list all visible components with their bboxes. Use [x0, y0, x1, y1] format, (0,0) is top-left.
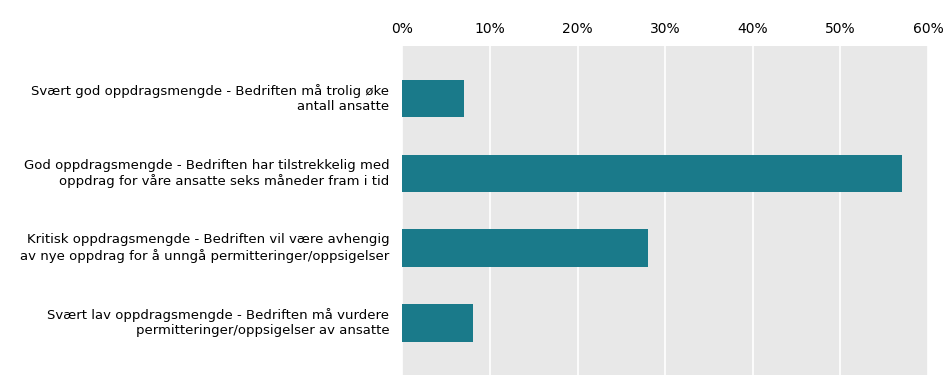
Bar — [402, 304, 473, 342]
Bar — [402, 229, 648, 267]
Bar — [402, 80, 464, 117]
Bar — [402, 154, 902, 192]
